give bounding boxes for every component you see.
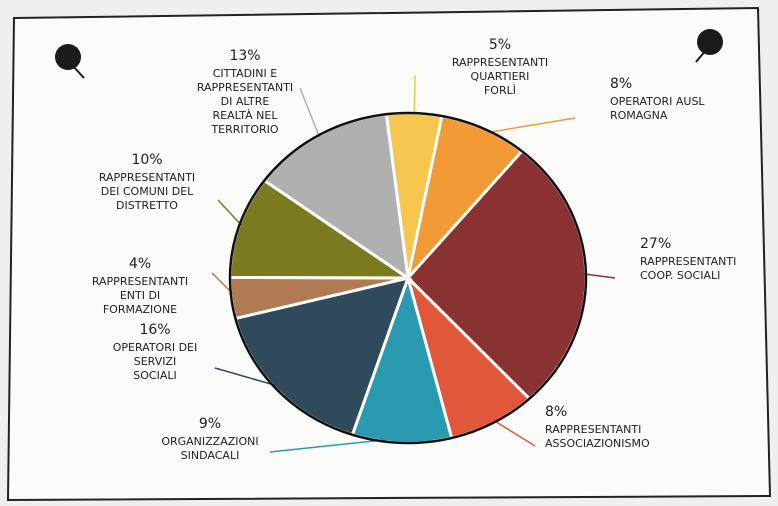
label-line: RAPPRESENTANTI <box>92 275 188 288</box>
label-line: RAPPRESENTANTI <box>452 56 548 69</box>
label-line: RAPPRESENTANTI <box>545 423 641 436</box>
label-line: SINDACALI <box>181 449 240 462</box>
label-line: OPERATORI DEI <box>113 341 198 354</box>
value-label: 4% <box>129 256 151 272</box>
value-label: 27% <box>640 236 671 252</box>
leader-line <box>481 117 576 135</box>
leader-line <box>490 417 536 447</box>
label-line: ORGANIZZAZIONI <box>161 435 258 448</box>
label-line: CITTADINI E <box>213 67 278 80</box>
label-line: SOCIALI <box>133 369 176 382</box>
category-label: RAPPRESENTANTI ENTI DI FORMAZIONE <box>92 275 188 316</box>
category-label: OPERATORI AUSL ROMAGNA <box>610 95 705 122</box>
leader-line <box>211 272 238 299</box>
label-line: DISTRETTO <box>116 199 178 212</box>
label-line: ENTI DI <box>120 289 160 302</box>
label-line: DI ALTRE <box>221 95 270 108</box>
label-line: RAPPRESENTANTI <box>197 81 293 94</box>
category-label: RAPPRESENTANTI COOP. SOCIALI <box>640 255 736 282</box>
label-line: QUARTIERI <box>471 70 530 83</box>
label-line: REALTÀ NEL <box>213 109 279 122</box>
label-line: RAPPRESENTANTI <box>640 255 736 268</box>
category-label: CITTADINI E RAPPRESENTANTI DI ALTRE REALTÀ … <box>197 67 293 136</box>
value-label: 10% <box>131 152 162 168</box>
label-line: COOP. SOCIALI <box>640 269 720 282</box>
value-label: 8% <box>610 76 632 92</box>
pie-outline <box>228 111 588 445</box>
category-label: ORGANIZZAZIONI SINDACALI <box>161 435 258 462</box>
label-line: TERRITORIO <box>210 123 278 136</box>
leader-line <box>299 87 322 141</box>
label-line: SERVIZI <box>134 355 177 368</box>
category-label: RAPPRESENTANTI DEI COMUNI DEL DISTRETTO <box>99 171 195 212</box>
category-label: RAPPRESENTANTI ASSOCIAZIONISMO <box>545 423 650 450</box>
category-label: OPERATORI DEI SERVIZI SOCIALI <box>113 341 198 382</box>
leader-line <box>413 74 416 119</box>
label-line: FORLÌ <box>484 84 516 97</box>
pin <box>695 29 723 63</box>
label-line: FORMAZIONE <box>103 303 177 316</box>
value-label: 13% <box>229 48 260 64</box>
label-line: OPERATORI AUSL <box>610 95 705 108</box>
label-line: RAPPRESENTANTI <box>99 171 195 184</box>
value-label: 8% <box>545 404 567 420</box>
value-label: 9% <box>199 416 221 432</box>
value-label: 16% <box>139 322 170 338</box>
label-line: ROMAGNA <box>610 109 668 122</box>
label-line: DEI COMUNI DEL <box>101 185 194 198</box>
pin <box>55 44 85 79</box>
label-line: ASSOCIAZIONISMO <box>545 437 650 450</box>
value-label: 5% <box>489 37 511 53</box>
category-label: RAPPRESENTANTI QUARTIERI FORLÌ <box>452 56 548 97</box>
